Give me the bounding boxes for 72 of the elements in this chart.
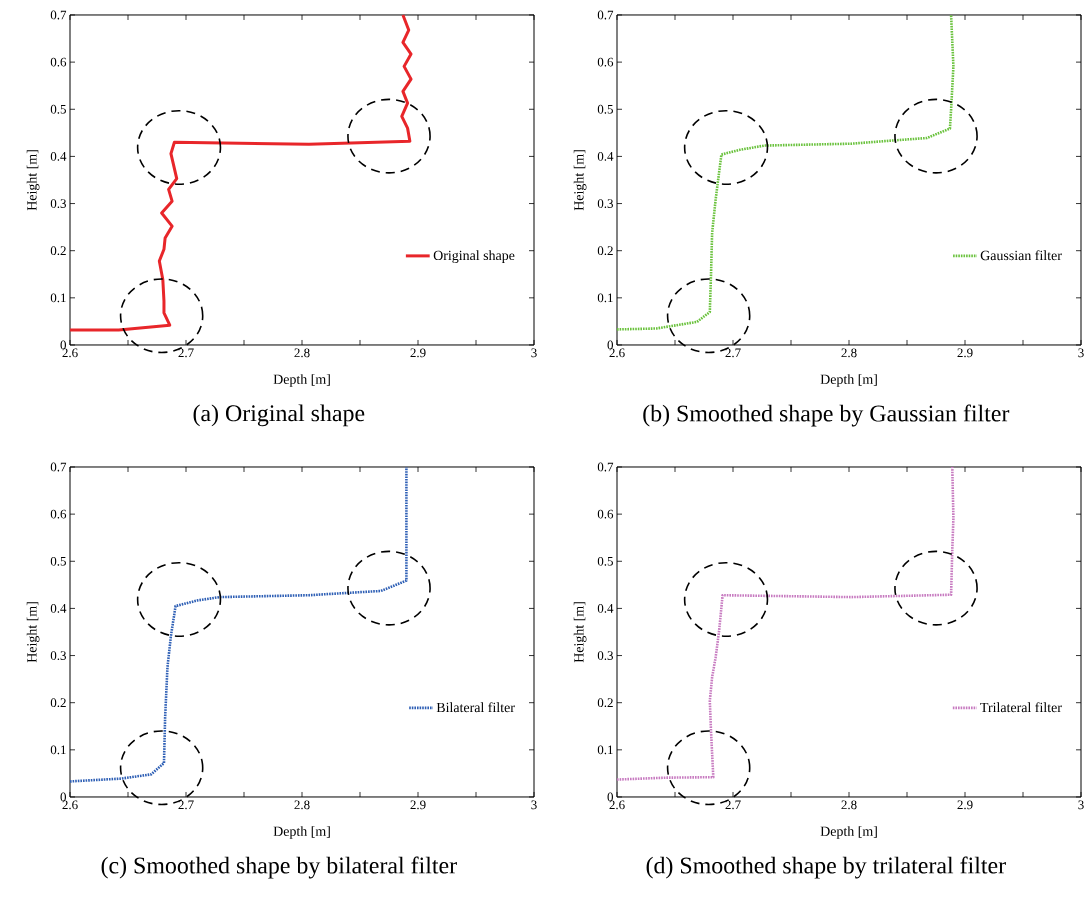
y-tick-label: 0.7 (597, 10, 614, 20)
line-series (615, 13, 955, 331)
y-tick-label: 0.2 (50, 698, 66, 708)
y-tick-label: 0 (60, 792, 66, 802)
line-series (615, 465, 955, 781)
x-axis-title: Depth [m] (273, 374, 330, 387)
y-tick-label: 0.1 (597, 293, 613, 303)
x-tick-label: 2.8 (841, 800, 857, 810)
x-tick-label: 2.6 (609, 800, 625, 810)
y-tick-label: 0.7 (50, 462, 67, 472)
y-tick-label: 0.5 (50, 556, 66, 566)
x-axis-title: Depth [m] (273, 826, 330, 839)
x-tick-label: 2.9 (957, 348, 973, 358)
x-axis-title: Depth [m] (820, 374, 877, 387)
y-tick-label: 0.5 (50, 104, 66, 114)
y-axis-title: Height [m] (26, 150, 40, 211)
y-tick-label: 0.6 (597, 509, 614, 519)
y-tick-label: 0.3 (50, 651, 66, 660)
line-series (68, 13, 413, 332)
y-tick-label: 0.6 (50, 57, 67, 67)
legend-label: Bilateral filter (436, 702, 515, 713)
y-axis-title: Height [m] (573, 602, 587, 663)
y-tick-label: 0.7 (50, 10, 67, 20)
x-tick-label: 2.8 (294, 348, 310, 358)
x-tick-label: 2.6 (62, 348, 78, 358)
y-tick-label: 0.7 (597, 462, 614, 472)
x-tick-label: 2.6 (62, 800, 78, 810)
y-tick-label: 0 (60, 340, 66, 350)
legend-label: Gaussian filter (980, 250, 1062, 261)
y-axis-title: Height [m] (573, 150, 587, 211)
y-tick-label: 0.3 (597, 651, 613, 660)
x-tick-label: 2.7 (178, 800, 194, 810)
text: (b) Smoothed shape by Gaussian filter (643, 404, 1010, 427)
line-series (68, 465, 408, 783)
y-tick-label: 0.3 (50, 199, 66, 208)
x-tick-label: 3 (1078, 348, 1084, 358)
x-tick-label: 2.9 (410, 800, 426, 810)
y-tick-label: 0.1 (50, 745, 66, 755)
text: (d) Smoothed shape by trilateral filter (646, 856, 1006, 879)
y-tick-label: 0.4 (597, 604, 614, 613)
y-tick-label: 0.5 (597, 556, 613, 566)
x-tick-label: 3 (531, 348, 537, 358)
x-tick-label: 2.6 (609, 348, 625, 358)
y-tick-label: 0.2 (597, 246, 613, 256)
y-tick-label: 0.4 (50, 604, 67, 613)
legend-label: Original shape (433, 250, 515, 263)
y-tick-label: 0 (607, 792, 613, 802)
x-axis-title: Depth [m] (820, 826, 877, 839)
y-tick-label: 0.2 (50, 246, 66, 256)
x-tick-label: 3 (531, 800, 537, 810)
y-axis-title: Height [m] (26, 602, 40, 663)
x-tick-label: 3 (1078, 800, 1084, 810)
y-tick-label: 0.5 (597, 104, 613, 114)
y-tick-label: 0.6 (50, 509, 67, 519)
x-tick-label: 2.8 (294, 800, 310, 810)
y-tick-label: 0.6 (597, 57, 614, 67)
text: (c) Smoothed shape by bilateral filter (101, 856, 457, 879)
y-tick-label: 0.1 (50, 293, 66, 303)
y-tick-label: 0.3 (597, 199, 613, 208)
y-tick-label: 0.4 (50, 152, 67, 161)
y-tick-label: 0.2 (597, 698, 613, 708)
x-tick-label: 2.7 (725, 800, 741, 810)
x-tick-label: 2.9 (957, 800, 973, 810)
y-tick-label: 0.4 (597, 152, 614, 161)
text: (a) Original shape (193, 404, 365, 427)
x-tick-label: 2.7 (725, 348, 741, 358)
legend-label: Trilateral filter (980, 702, 1062, 713)
x-tick-label: 2.8 (841, 348, 857, 358)
x-tick-label: 2.7 (178, 348, 194, 358)
x-tick-label: 2.9 (410, 348, 426, 358)
y-tick-label: 0 (607, 340, 613, 350)
y-tick-label: 0.1 (597, 745, 613, 755)
